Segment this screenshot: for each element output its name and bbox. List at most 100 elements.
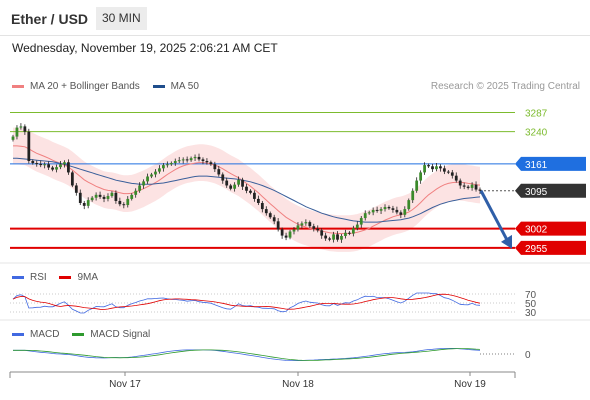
- candle-body: [442, 168, 446, 172]
- candle-body: [249, 190, 252, 193]
- candle: [225, 177, 229, 188]
- candle-body: [375, 209, 379, 211]
- candle: [118, 197, 122, 207]
- chart-header: Ether / USD 30 MIN: [0, 0, 590, 36]
- candle: [74, 183, 78, 196]
- candle: [304, 219, 308, 226]
- candle-body: [450, 172, 454, 176]
- candle: [181, 157, 185, 164]
- macd-line: [13, 348, 481, 361]
- candle: [403, 206, 407, 218]
- candle: [86, 197, 90, 209]
- candle-body: [348, 232, 351, 234]
- candle-body: [454, 175, 458, 181]
- candle: [122, 202, 126, 209]
- candle-body: [138, 185, 142, 191]
- candle-body: [316, 228, 320, 231]
- candle: [249, 189, 252, 195]
- candle-body: [292, 229, 296, 232]
- candle-body: [276, 221, 280, 230]
- candle: [70, 170, 74, 188]
- candle-body: [379, 209, 383, 211]
- candle: [110, 191, 114, 198]
- candle: [162, 163, 165, 172]
- candle: [229, 183, 233, 191]
- candle-body: [90, 197, 94, 201]
- level-label-3161: 3161: [525, 160, 548, 171]
- main-legend: MA 20 + Bollinger Bands MA 50: [12, 81, 199, 92]
- candle-body: [142, 181, 145, 186]
- candle: [154, 169, 157, 178]
- timeframe-badge[interactable]: 30 MIN: [96, 7, 147, 30]
- candle-body: [256, 198, 260, 203]
- candle: [114, 190, 118, 204]
- candle-body: [435, 166, 438, 170]
- level-tag-3095: 3095: [515, 183, 586, 198]
- candle-body: [446, 171, 450, 173]
- candle-body: [423, 165, 426, 173]
- candle-body: [264, 209, 268, 214]
- candle-body: [260, 202, 264, 210]
- candle-body: [201, 159, 205, 162]
- candle-body: [383, 207, 387, 210]
- candle: [478, 187, 482, 195]
- candle-body: [67, 162, 70, 173]
- candle-body: [110, 192, 114, 197]
- candle-body: [320, 230, 324, 236]
- rsi-tick-label: 50: [525, 299, 537, 310]
- candle-body: [253, 192, 256, 199]
- candle: [336, 231, 339, 242]
- candle: [300, 221, 304, 229]
- candle: [165, 161, 169, 168]
- candle-body: [415, 180, 419, 191]
- candle: [150, 172, 153, 179]
- candle-body: [134, 190, 138, 195]
- candle: [375, 206, 379, 213]
- candle: [177, 156, 181, 164]
- credit-text: Research © 2025 Trading Central: [430, 81, 580, 92]
- macd-legend-swatch: [12, 332, 24, 336]
- candle: [280, 227, 284, 239]
- candle-body: [431, 166, 434, 170]
- candle-body: [74, 185, 78, 193]
- candle-body: [419, 172, 423, 181]
- candle-body: [130, 194, 134, 199]
- level-label-3287: 3287: [525, 109, 548, 120]
- candle: [383, 204, 387, 212]
- candle: [209, 160, 213, 166]
- candle-body: [146, 176, 149, 182]
- candle-body: [351, 228, 355, 234]
- candle-body: [63, 162, 66, 165]
- candle: [462, 182, 466, 190]
- candle-body: [213, 164, 217, 170]
- candle-body: [245, 186, 248, 191]
- macd-legend-label: MACD: [30, 329, 60, 340]
- level-tag-3287: 3287: [525, 109, 548, 120]
- candle: [169, 161, 173, 166]
- candle: [340, 233, 343, 243]
- candle: [355, 221, 359, 231]
- macd-signal-legend-swatch: [72, 332, 85, 336]
- candle-body: [47, 164, 51, 168]
- candle-body: [237, 179, 240, 185]
- candle: [146, 173, 149, 184]
- candle-body: [399, 212, 403, 215]
- candle-body: [55, 167, 58, 170]
- candle: [173, 158, 177, 166]
- candle: [415, 177, 419, 193]
- candle: [130, 193, 134, 201]
- x-tick-label: Nov 18: [282, 379, 314, 390]
- candle: [253, 190, 256, 202]
- level-label-3002: 3002: [525, 225, 548, 236]
- candle: [245, 183, 248, 194]
- candle: [458, 178, 462, 189]
- candle: [379, 207, 383, 214]
- candle: [98, 191, 102, 199]
- candle-body: [118, 200, 122, 205]
- candle-body: [102, 196, 106, 199]
- level-tag-2955: 2955: [515, 240, 586, 255]
- level-label-bg-3095: [515, 183, 586, 198]
- candle-body: [332, 234, 335, 240]
- candle-body: [11, 136, 15, 140]
